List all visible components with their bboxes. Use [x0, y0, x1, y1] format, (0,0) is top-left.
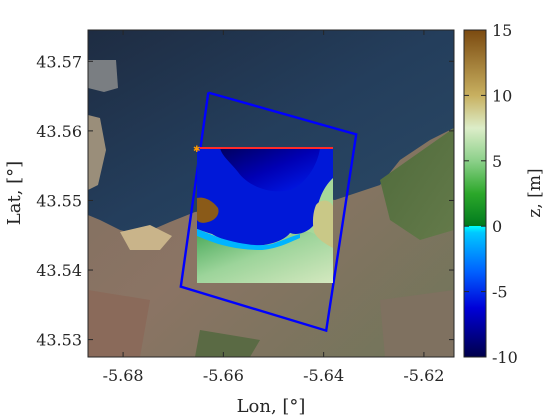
colorbar-tick-label: 5: [492, 152, 502, 171]
rock-outcrop: [197, 197, 219, 223]
bathymetry-data: ✱: [193, 145, 333, 283]
colorbar: [463, 29, 487, 358]
deepest-water-zone: [220, 148, 320, 192]
domain-box: [179, 91, 358, 333]
y-tick-label: 43.57: [36, 52, 82, 71]
colorbar-tick-label: 15: [492, 21, 512, 40]
marker-star: ✱: [193, 145, 201, 155]
satellite-background: [88, 30, 454, 357]
y-tick-label: 43.54: [36, 261, 82, 280]
colorbar-tick-label: 10: [492, 86, 512, 105]
y-axis-ticks: 43.53 43.54 43.55 43.56 43.57: [36, 52, 454, 350]
y-tick-label: 43.53: [36, 331, 82, 350]
colorbar-ticks: 15 10 5 0 -5 -10: [464, 21, 518, 367]
x-tick-label: -5.64: [303, 366, 344, 385]
x-tick-label: -5.62: [403, 366, 444, 385]
x-tick-label: -5.66: [203, 366, 244, 385]
colorbar-tick-label: 0: [492, 217, 502, 236]
y-tick-label: 43.55: [36, 191, 82, 210]
colorbar-tick-label: -5: [492, 283, 508, 302]
colorbar-tick-label: -10: [492, 348, 518, 367]
transition-band: [197, 229, 300, 250]
x-axis-ticks: -5.68 -5.66 -5.64 -5.62: [103, 30, 444, 385]
y-axis-label: Lat, [°]: [4, 161, 25, 225]
x-tick-label: -5.68: [103, 366, 144, 385]
y-tick-label: 43.56: [36, 122, 82, 141]
colorbar-label: z, [m]: [525, 168, 545, 217]
axes-frame: [87, 29, 455, 358]
headland-land: [312, 200, 333, 248]
x-axis-label: Lon, [°]: [237, 396, 306, 417]
